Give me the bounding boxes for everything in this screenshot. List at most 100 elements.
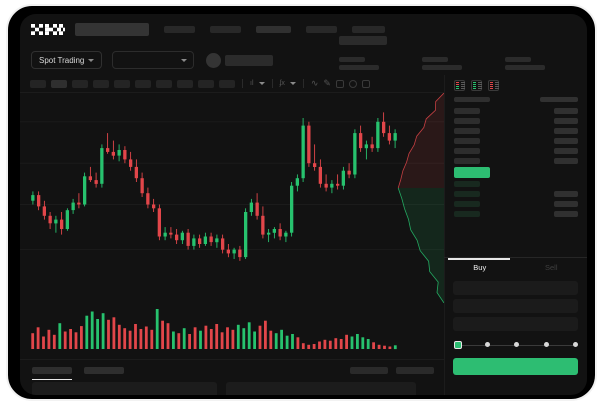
trade-form: Buy Sell	[444, 257, 587, 395]
ask-qty	[454, 148, 480, 154]
order-book-asks[interactable]	[445, 106, 587, 166]
ask-price	[554, 158, 578, 164]
toolbar-divider	[242, 79, 243, 88]
tab-buy[interactable]: Buy	[473, 263, 487, 272]
order-book-row[interactable]	[454, 136, 578, 146]
timeframe-button-7[interactable]	[177, 79, 193, 88]
buy-sell-tabs: Buy Sell	[444, 257, 587, 277]
pencil-icon[interactable]: ✎	[323, 78, 331, 88]
ask-price	[554, 148, 578, 154]
orders-fields	[32, 382, 416, 395]
indicators-icon[interactable]: ʄx	[279, 80, 285, 87]
orderbook-asks-icon[interactable]	[488, 80, 499, 91]
chart-type-icon[interactable]: ıl	[250, 80, 254, 87]
bid-price	[554, 201, 578, 207]
nav-item-4[interactable]	[352, 26, 385, 33]
timeframe-button-1[interactable]	[51, 79, 67, 88]
chevron-down-icon	[88, 58, 95, 62]
orders-field-0[interactable]	[32, 382, 217, 395]
orders-actions	[350, 367, 434, 374]
order-book-row[interactable]	[454, 189, 578, 199]
buy-submit-button[interactable]	[453, 358, 578, 375]
ticker-stat-value	[422, 65, 462, 70]
orders-field-1[interactable]	[226, 382, 416, 395]
okx-logo[interactable]	[31, 24, 65, 35]
orderbook-bids-icon[interactable]	[471, 80, 482, 91]
timeframe-button-5[interactable]	[135, 79, 151, 88]
timeframe-button-8[interactable]	[198, 79, 214, 88]
line-tool-icon[interactable]: ∿	[310, 78, 319, 88]
pair-select[interactable]	[112, 51, 195, 69]
order-book-row[interactable]	[454, 126, 578, 136]
nav-item-3[interactable]	[306, 26, 337, 33]
order-book-bids[interactable]	[445, 179, 587, 219]
ask-qty	[454, 158, 480, 164]
orders-tab-1[interactable]	[84, 367, 124, 374]
ask-price	[554, 138, 578, 144]
timeframe-button-9[interactable]	[219, 79, 235, 88]
order-book-row[interactable]	[454, 146, 578, 156]
trading-chart-area[interactable]	[20, 93, 444, 359]
orders-action-1[interactable]	[396, 367, 434, 374]
slider-stop-100[interactable]	[573, 342, 579, 347]
orders-tab-0[interactable]	[32, 367, 72, 380]
amount-field[interactable]	[453, 299, 578, 313]
app-window: Spot Trading	[20, 14, 587, 395]
ticker-stats	[325, 36, 587, 70]
spot-trading-dropdown[interactable]: Spot Trading	[31, 51, 103, 69]
search-input[interactable]	[75, 23, 149, 36]
nav-item-0[interactable]	[164, 26, 195, 33]
order-book-col-qty	[454, 97, 490, 102]
nav-item-2[interactable]	[256, 26, 291, 33]
pair-selector-bar: Spot Trading	[20, 45, 587, 75]
fullscreen-icon[interactable]	[361, 79, 370, 88]
order-book-row[interactable]	[454, 106, 578, 116]
bid-price	[554, 191, 578, 197]
amount-slider[interactable]	[454, 340, 579, 350]
ticker-stat-0	[339, 57, 379, 70]
bid-qty	[454, 201, 480, 207]
tab-sell[interactable]: Sell	[544, 263, 558, 272]
order-book-row[interactable]	[454, 209, 578, 219]
orders-panel	[20, 359, 444, 395]
slider-stop-50[interactable]	[514, 342, 520, 347]
slider-stop-25[interactable]	[484, 342, 490, 347]
timeframe-button-6[interactable]	[156, 79, 172, 88]
slider-handle[interactable]	[454, 340, 462, 349]
bid-qty	[454, 211, 480, 217]
ask-price	[554, 118, 578, 124]
orders-action-0[interactable]	[350, 367, 388, 374]
ticker-last-price	[339, 36, 387, 45]
ticker-stat-label	[505, 57, 531, 62]
ticker-stat-value	[505, 65, 545, 70]
total-field[interactable]	[453, 317, 578, 331]
ask-qty	[454, 138, 480, 144]
nav-item-1[interactable]	[210, 26, 241, 33]
candlestick-chart[interactable]	[20, 93, 444, 303]
slider-stop-75[interactable]	[543, 342, 549, 347]
order-book-view-toggles	[445, 75, 587, 95]
ask-qty	[454, 108, 480, 114]
order-book-row[interactable]	[454, 116, 578, 126]
spot-trading-label: Spot Trading	[39, 55, 85, 65]
chart-type-chevron-icon[interactable]	[258, 82, 265, 85]
timeframe-button-2[interactable]	[72, 79, 88, 88]
bid-price	[554, 181, 578, 187]
bid-qty	[454, 191, 480, 197]
timeframe-button-3[interactable]	[93, 79, 109, 88]
toolbar-divider	[302, 79, 304, 88]
timeframe-button-4[interactable]	[114, 79, 130, 88]
order-book-row[interactable]	[454, 199, 578, 209]
volume-histogram[interactable]	[20, 305, 444, 355]
ticker-stat-1	[422, 57, 462, 70]
camera-icon[interactable]	[335, 79, 344, 88]
indicators-chevron-icon[interactable]	[289, 82, 296, 85]
order-book-row[interactable]	[454, 179, 578, 189]
timeframe-button-0[interactable]	[30, 79, 46, 88]
order-book-col-price	[540, 97, 578, 102]
device-frame: Spot Trading	[6, 4, 597, 401]
price-field[interactable]	[453, 281, 578, 295]
orderbook-both-icon[interactable]	[454, 80, 465, 91]
order-book-row[interactable]	[454, 156, 578, 166]
settings-icon[interactable]	[348, 79, 357, 88]
